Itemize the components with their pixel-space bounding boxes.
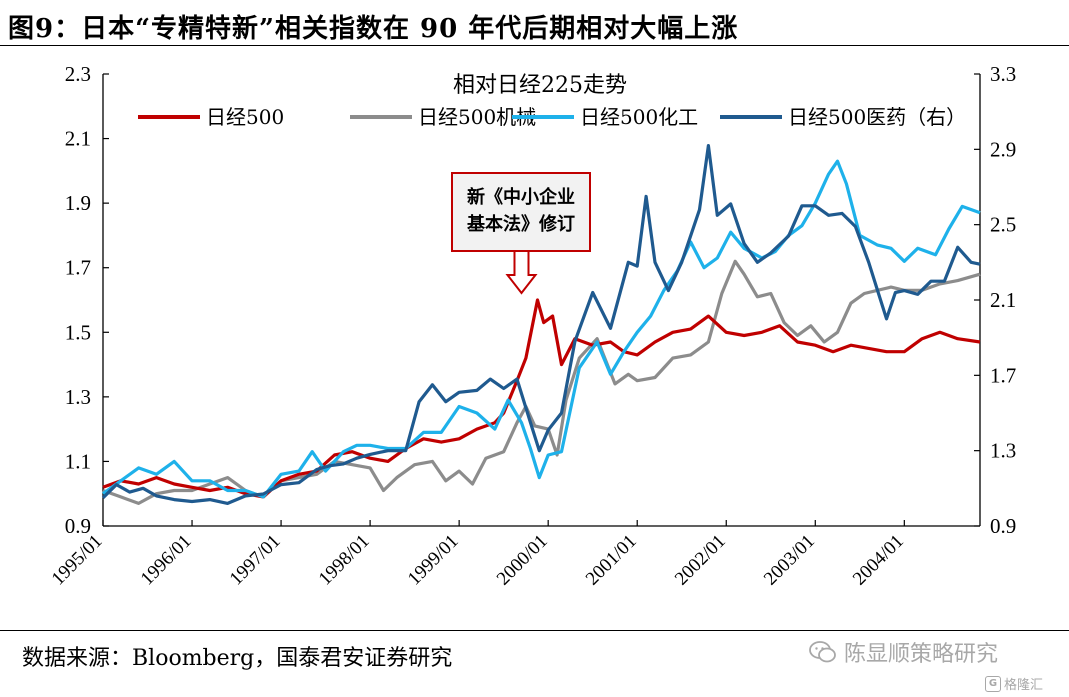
y-left-tick-label: 1.5 [65, 320, 91, 344]
x-tick-label: 1997/01 [226, 531, 285, 590]
x-tick-label: 2003/01 [760, 531, 819, 590]
legend: 日经500 日经500机械 日经500化工 日经500医药（右） [138, 105, 966, 129]
legend-label-pharma: 日经500医药（右） [788, 105, 966, 129]
legend-label-n500: 日经500 [206, 105, 284, 129]
y-left-tick-label: 1.1 [65, 449, 91, 473]
y-right-tick-label: 2.9 [990, 137, 1016, 161]
series-line-chem [102, 159, 981, 499]
watermark-small: G 格隆汇 [985, 674, 1043, 693]
chart-title: 相对日经225走势 [453, 73, 627, 98]
y-right-tick-label: 1.7 [990, 363, 1016, 387]
y-left-tick-label: 1.7 [65, 256, 91, 280]
bottom-rule [0, 630, 1069, 631]
figure-title: 图9：日本“专精特新”相关指数在 90 年代后期相对大幅上涨 [8, 14, 739, 44]
watermark-small-text: 格隆汇 [1004, 678, 1044, 693]
annotation-box [451, 172, 591, 252]
y-right-tick-label: 2.1 [990, 288, 1016, 312]
y-left-tick-label: 2.1 [65, 127, 91, 151]
x-tick-label: 1998/01 [315, 531, 374, 590]
y-left-tick-label: 1.3 [65, 385, 91, 409]
y-left-tick-label: 2.3 [65, 62, 91, 86]
wechat-icon [809, 641, 836, 663]
series-line-n500 [102, 298, 981, 499]
series-line-mach [102, 259, 981, 505]
y-right-tick-label: 0.9 [990, 514, 1016, 538]
watermark: 陈显顺策略研究 [808, 636, 998, 668]
top-rule [0, 45, 1069, 46]
x-tick-label: 2000/01 [493, 531, 552, 590]
x-tick-label: 2002/01 [671, 531, 730, 590]
x-tick-label: 1999/01 [404, 531, 463, 590]
annotation-text-line: 新《中小企业 [467, 186, 575, 208]
chart-frame [102, 74, 981, 527]
y-left-tick-label: 1.9 [65, 191, 91, 215]
series-layer [101, 144, 981, 505]
annotation-text-line: 基本法》修订 [466, 213, 575, 235]
legend-label-chem: 日经500化工 [580, 105, 698, 129]
y-right-tick-label: 2.5 [990, 213, 1016, 237]
x-tick-label: 2004/01 [849, 531, 908, 590]
y-right-tick-label: 1.3 [990, 439, 1016, 463]
x-tick-label: 2001/01 [582, 531, 641, 590]
brand-logo-icon: G [985, 675, 1001, 692]
series-line-pharma [101, 144, 981, 505]
annotation-arrow [505, 250, 538, 295]
source-note: 数据来源：Bloomberg，国泰君安证券研究 [22, 646, 453, 671]
x-tick-label: 1995/01 [48, 531, 107, 590]
x-tick-label: 1996/01 [137, 531, 196, 590]
y-left-tick-label: 0.9 [65, 514, 91, 538]
watermark-text: 陈显顺策略研究 [844, 642, 999, 667]
y-right-tick-label: 3.3 [990, 62, 1016, 86]
line-chart: 0.9 1.1 1.3 1.5 1.7 1.9 2.1 2.3 0.9 1.3 1.7 2.1 2.5 2… [48, 62, 1017, 590]
